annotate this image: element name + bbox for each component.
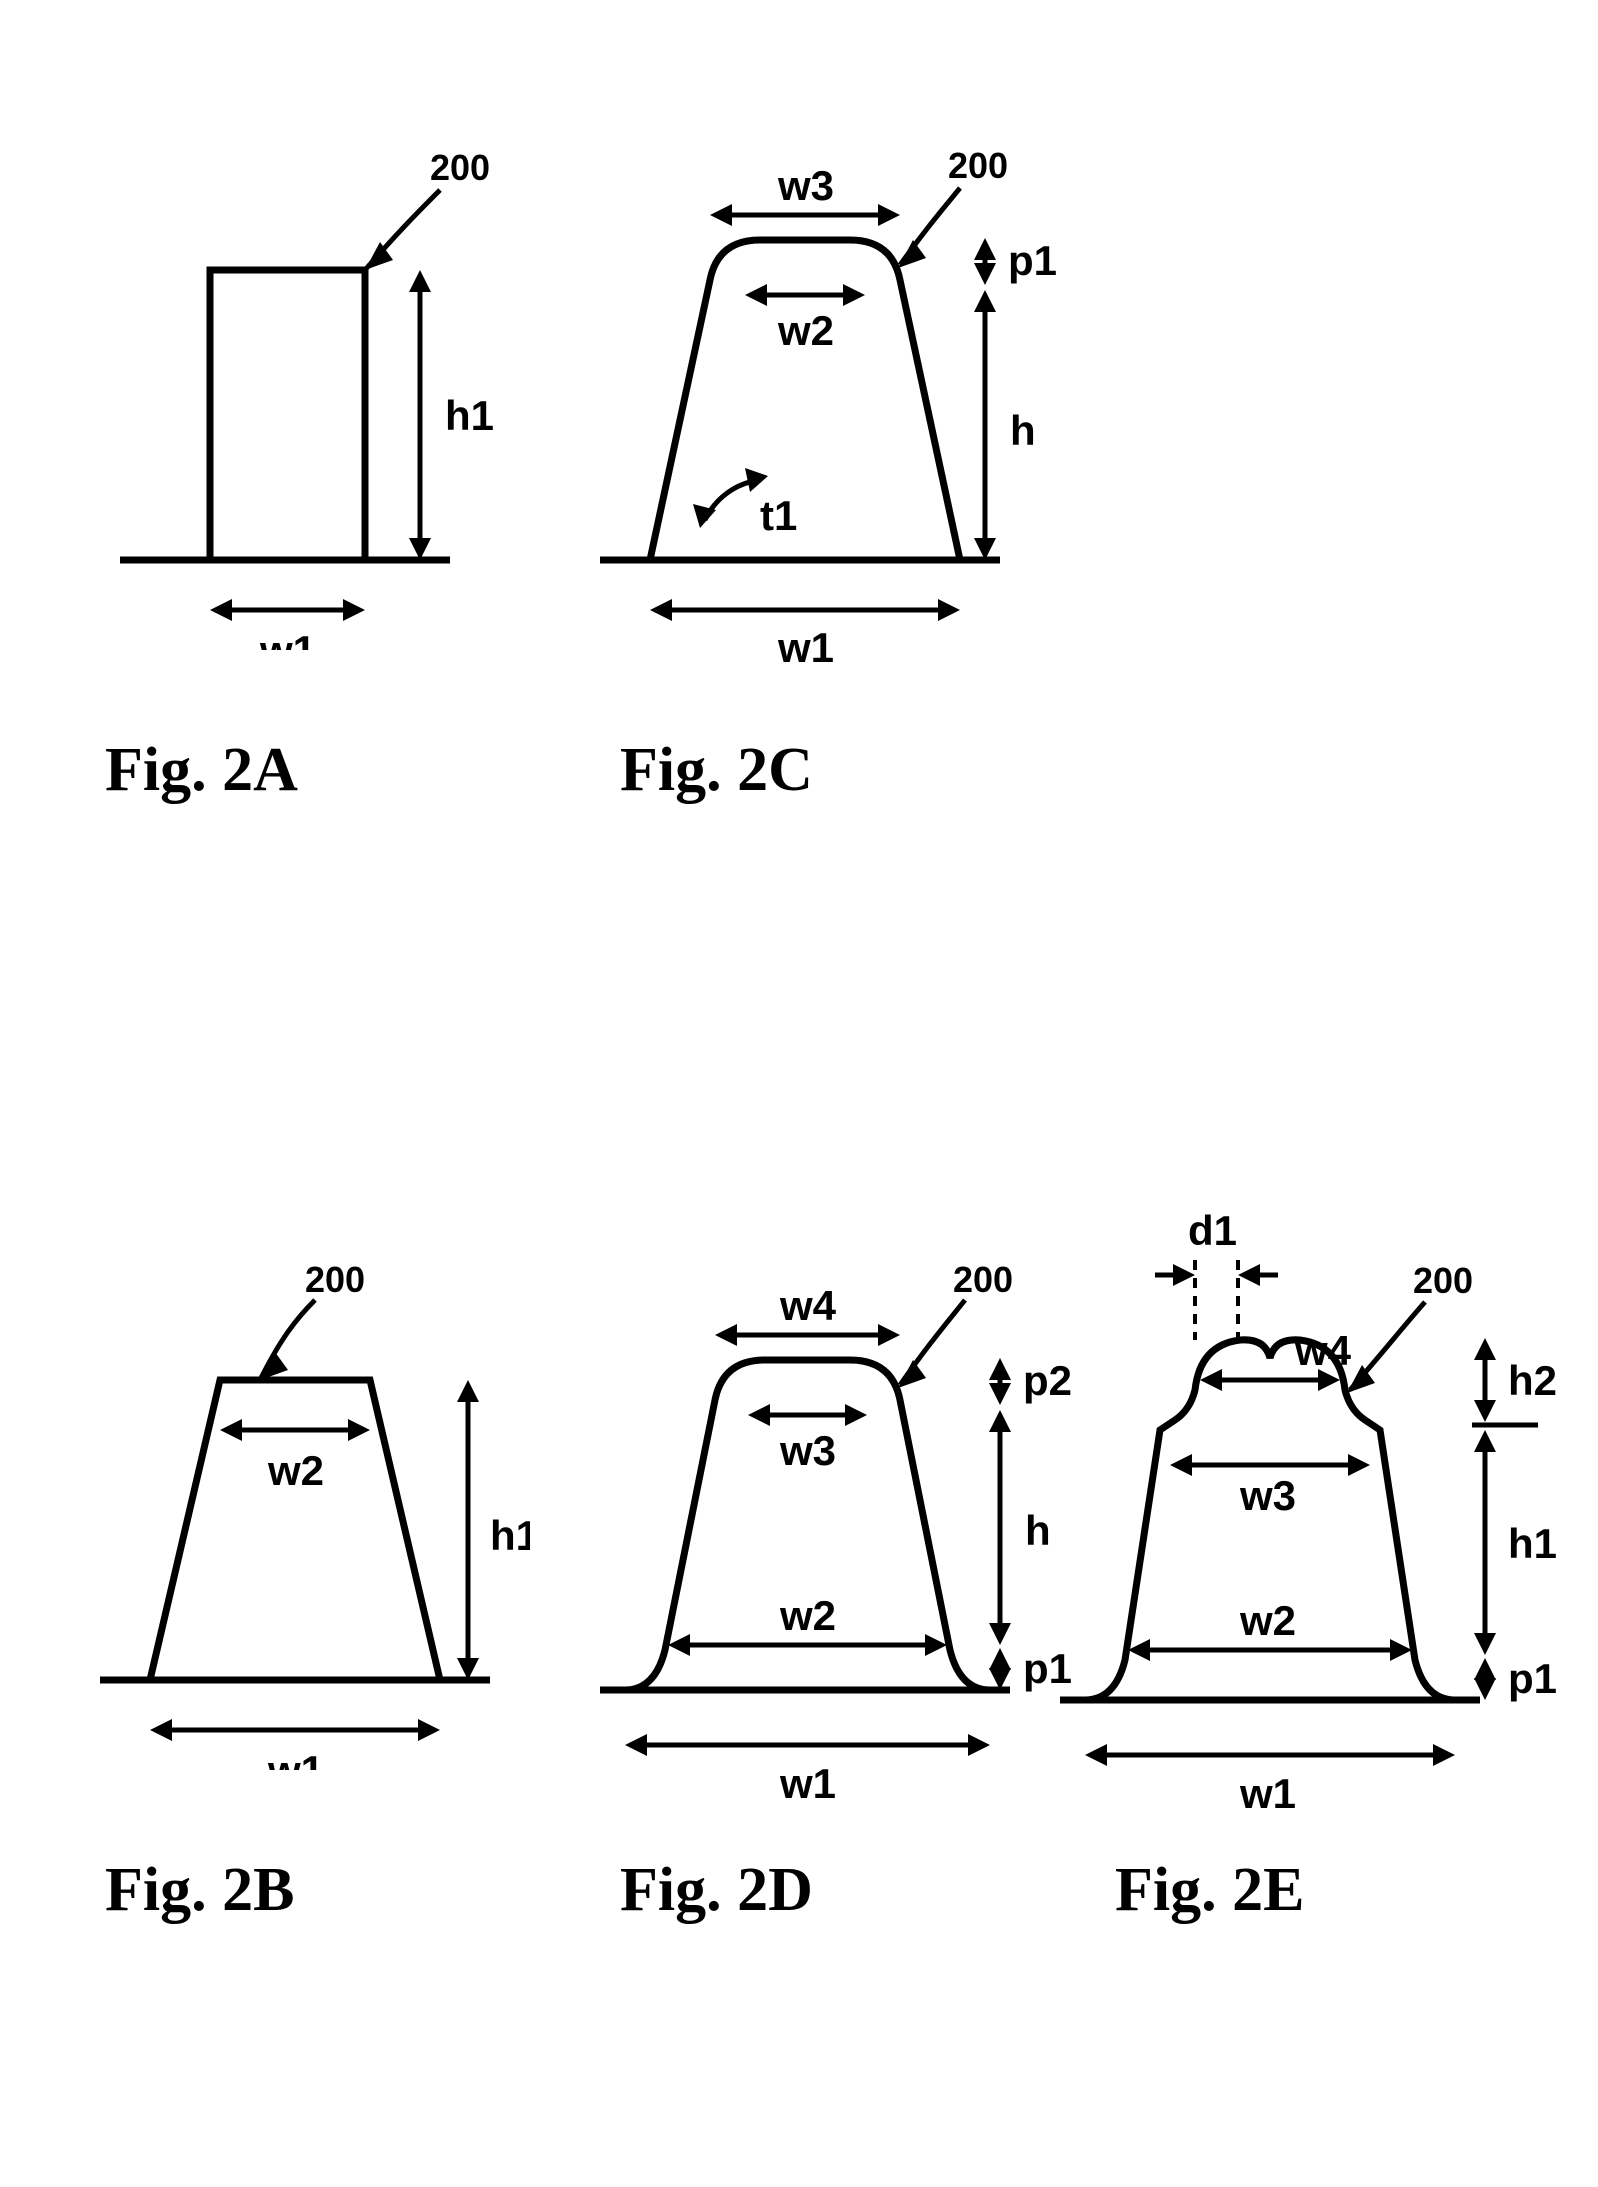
ref-200: 200: [305, 1259, 365, 1300]
fig-2e-label: Fig. 2E: [1115, 1855, 1304, 1926]
ref-200: 200: [430, 147, 490, 188]
fig-2a: h1 w1 200: [80, 130, 500, 650]
w3-label: w3: [1239, 1472, 1296, 1519]
p1-label: p1: [1008, 237, 1057, 284]
fig-2a-label: Fig. 2A: [105, 735, 298, 806]
h-label: h: [1010, 407, 1036, 454]
ref-200: 200: [953, 1259, 1013, 1300]
w4-label: w4: [1294, 1327, 1352, 1374]
fig-2c: w3 w2 t1 p1 h w1 200: [570, 110, 1090, 670]
w4-label: w4: [779, 1282, 837, 1329]
fig-2b-label: Fig. 2B: [105, 1855, 294, 1926]
fig-2b: h1 w2 w1 200: [70, 1250, 530, 1770]
w3-label: w3: [777, 162, 834, 209]
fig-2e: d1 w4 w3 w2 w1 h2 h1: [1040, 1190, 1598, 1830]
w1-label: w1: [777, 624, 834, 670]
w2-label: w2: [267, 1447, 324, 1494]
h1-label: h1: [1508, 1520, 1557, 1567]
h1-label: h1: [490, 1512, 530, 1559]
fig-2d-label: Fig. 2D: [620, 1855, 813, 1926]
w1-label: w1: [1239, 1770, 1296, 1817]
fig-2c-label: Fig. 2C: [620, 735, 813, 806]
ref-200: 200: [1413, 1260, 1473, 1301]
h1-label: h1: [445, 392, 494, 439]
w1-label: w1: [267, 1747, 324, 1770]
w1-label: w1: [779, 1760, 836, 1807]
w3-label: w3: [779, 1427, 836, 1474]
w2-label: w2: [1239, 1597, 1296, 1644]
ref-200: 200: [948, 145, 1008, 186]
p1-label: p1: [1508, 1655, 1557, 1702]
h2-label: h2: [1508, 1357, 1557, 1404]
fig-2d: w4 w3 w2 w1 p2 h p1 200: [570, 1200, 1110, 1820]
w2-label: w2: [777, 307, 834, 354]
w1-label: w1: [259, 627, 316, 650]
w2-label: w2: [779, 1592, 836, 1639]
d1-label: d1: [1188, 1207, 1237, 1254]
t1-label: t1: [760, 492, 797, 539]
